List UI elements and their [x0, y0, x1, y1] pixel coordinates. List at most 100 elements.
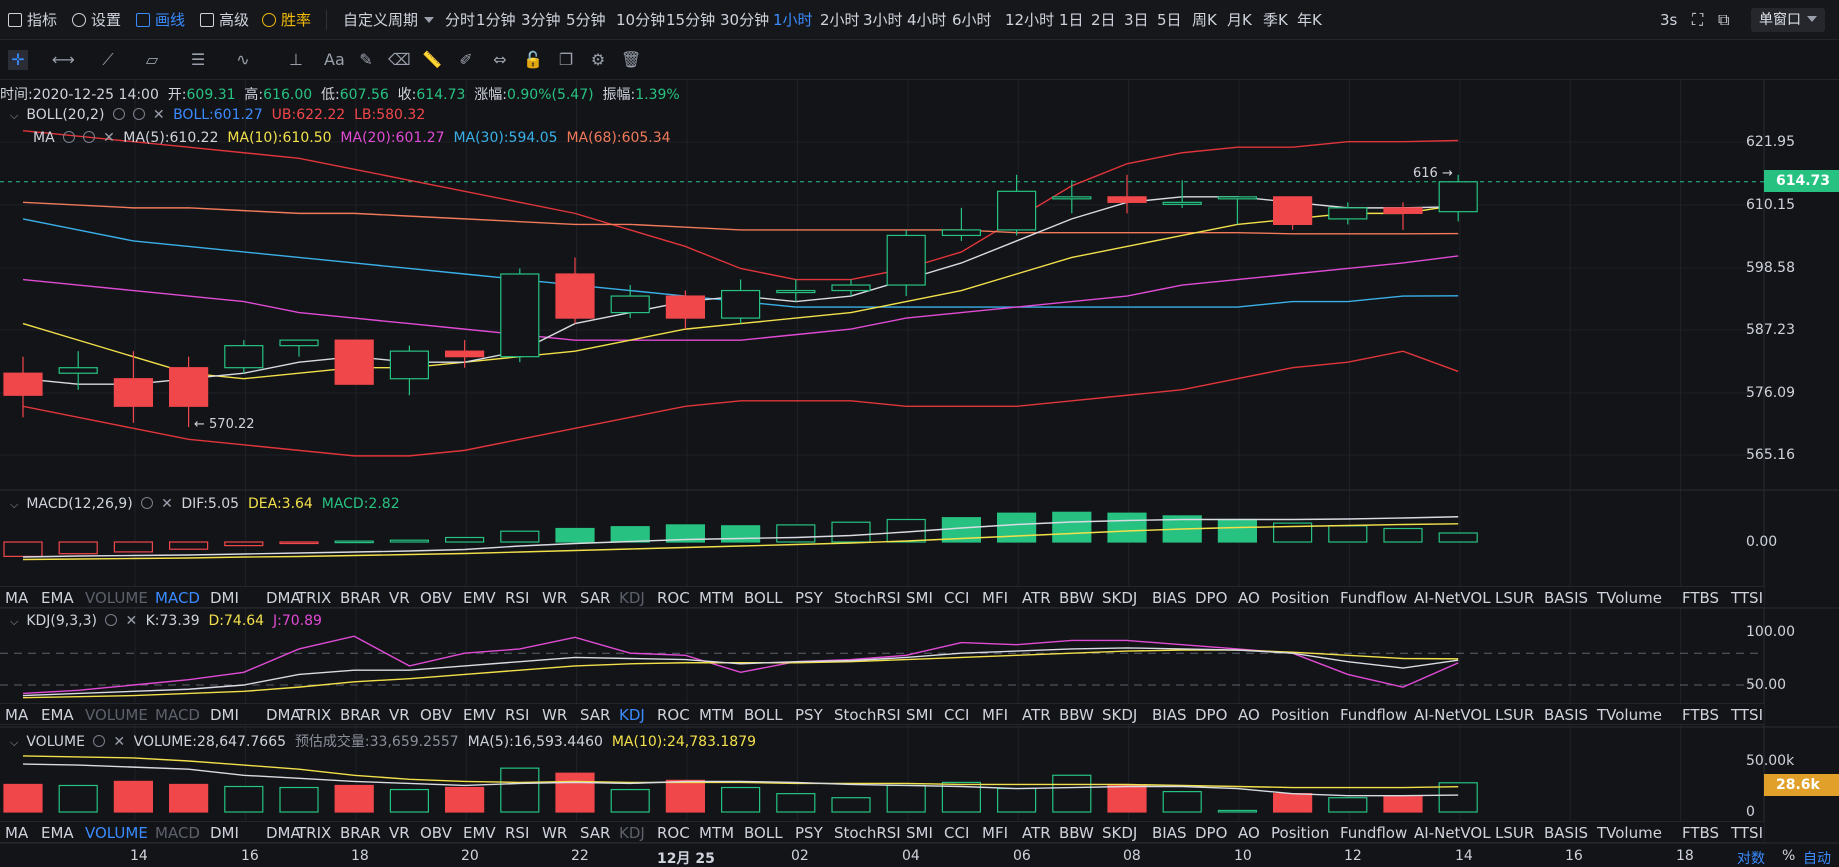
indicator-tab-psy[interactable]: PSY: [795, 589, 823, 607]
indicator-tab-volume[interactable]: VOLUME: [85, 824, 148, 842]
indicator-tab-dpo[interactable]: DPO: [1195, 589, 1228, 607]
indicator-tab-brar[interactable]: BRAR: [340, 706, 381, 724]
indicator-tab-ai-netvol[interactable]: AI-NetVOL: [1414, 824, 1491, 842]
indicator-tab-ai-netvol[interactable]: AI-NetVOL: [1414, 589, 1491, 607]
indicator-tab-brar[interactable]: BRAR: [340, 589, 381, 607]
indicator-tab-ftbs[interactable]: FTBS: [1682, 706, 1720, 724]
indicator-tab-boll[interactable]: BOLL: [744, 824, 783, 842]
indicator-tab-obv[interactable]: OBV: [420, 589, 452, 607]
indicator-tab-bias[interactable]: BIAS: [1152, 706, 1187, 724]
indicator-tab-volume[interactable]: VOLUME: [85, 589, 148, 607]
brush-icon[interactable]: ✎: [359, 50, 373, 69]
indicator-tab-wr[interactable]: WR: [542, 589, 568, 607]
indicator-tab-psy[interactable]: PSY: [795, 706, 823, 724]
indicator-tab-ema[interactable]: EMA: [41, 824, 74, 842]
popout-icon[interactable]: ⧉: [1718, 10, 1730, 29]
percent-scale-button[interactable]: %: [1782, 848, 1796, 864]
gear-icon[interactable]: [83, 131, 96, 143]
indicator-tab-emv[interactable]: EMV: [463, 824, 496, 842]
indicator-tab-macd[interactable]: MACD: [155, 589, 200, 607]
indicator-tab-rsi[interactable]: RSI: [505, 589, 530, 607]
indicator-tab-mfi[interactable]: MFI: [982, 824, 1008, 842]
indicator-tab-ema[interactable]: EMA: [41, 706, 74, 724]
eraser-icon[interactable]: ⌫: [388, 50, 411, 69]
indicator-tab-cci[interactable]: CCI: [944, 589, 970, 607]
indicator-tab-wr[interactable]: WR: [542, 824, 568, 842]
eye-icon[interactable]: [112, 108, 125, 120]
period-2[interactable]: 3分钟: [521, 11, 561, 29]
indicator-tab-mfi[interactable]: MFI: [982, 589, 1008, 607]
indicator-tab-dma[interactable]: DMA: [266, 706, 301, 724]
indicator-tab-fundflow[interactable]: Fundflow: [1340, 589, 1408, 607]
chevron-down-icon[interactable]: ⌵: [10, 736, 19, 749]
close-icon[interactable]: ✕: [161, 496, 173, 512]
indicator-tab-ao[interactable]: AO: [1238, 706, 1260, 724]
indicator-tab-kdj[interactable]: KDJ: [619, 589, 645, 607]
indicator-tab-skdj[interactable]: SKDJ: [1102, 589, 1138, 607]
indicator-tab-sar[interactable]: SAR: [580, 824, 611, 842]
period-15[interactable]: 3日: [1124, 11, 1149, 29]
ruler-icon[interactable]: 📏: [422, 50, 442, 69]
indicator-tab-lsur[interactable]: LSUR: [1495, 706, 1535, 724]
indicator-tab-cci[interactable]: CCI: [944, 706, 970, 724]
period-11[interactable]: 6小时: [952, 11, 992, 29]
indicator-tab-skdj[interactable]: SKDJ: [1102, 706, 1138, 724]
indicator-tab-stochrsi[interactable]: StochRSI: [834, 706, 901, 724]
indicator-tab-mtm[interactable]: MTM: [699, 706, 735, 724]
period-3[interactable]: 5分钟: [566, 11, 606, 29]
indicator-tab-ao[interactable]: AO: [1238, 824, 1260, 842]
trend-line-icon[interactable]: ⟋: [102, 50, 114, 69]
indicator-tab-vr[interactable]: VR: [389, 824, 410, 842]
indicator-tab-atr[interactable]: ATR: [1022, 706, 1051, 724]
period-4[interactable]: 10分钟: [616, 11, 666, 29]
indicator-tab-volume[interactable]: VOLUME: [85, 706, 148, 724]
indicator-tab-stochrsi[interactable]: StochRSI: [834, 824, 901, 842]
period-5[interactable]: 15分钟: [666, 11, 716, 29]
indicator-tab-mfi[interactable]: MFI: [982, 706, 1008, 724]
indicator-tab-bbw[interactable]: BBW: [1059, 706, 1094, 724]
window-mode-select[interactable]: 单窗口: [1751, 8, 1825, 32]
indicator-tab-trix[interactable]: TRIX: [297, 706, 332, 724]
indicator-tab-ao[interactable]: AO: [1238, 589, 1260, 607]
indicator-tab-basis[interactable]: BASIS: [1544, 824, 1589, 842]
custom-period-select[interactable]: 自定义周期: [343, 0, 435, 40]
lock-icon[interactable]: 🔓: [523, 50, 543, 69]
period-18[interactable]: 月K: [1227, 11, 1252, 29]
indicator-tab-roc[interactable]: ROC: [657, 824, 690, 842]
indicator-tab-position[interactable]: Position: [1271, 706, 1330, 724]
indicator-tab-atr[interactable]: ATR: [1022, 824, 1051, 842]
draw-line-button[interactable]: 画线: [136, 0, 185, 40]
indicator-tab-dpo[interactable]: DPO: [1195, 706, 1228, 724]
refresh-interval[interactable]: 3s: [1660, 11, 1678, 29]
indicator-tab-trix[interactable]: TRIX: [297, 589, 332, 607]
period-0[interactable]: 分时: [445, 11, 476, 29]
gear-icon[interactable]: [93, 735, 106, 747]
period-7[interactable]: 1小时: [773, 11, 813, 29]
period-17[interactable]: 周K: [1192, 11, 1217, 29]
indicator-tab-emv[interactable]: EMV: [463, 589, 496, 607]
indicator-tab-obv[interactable]: OBV: [420, 824, 452, 842]
indicator-tab-ma[interactable]: MA: [5, 706, 29, 724]
indicator-tab-lsur[interactable]: LSUR: [1495, 824, 1535, 842]
indicator-tab-tvolume[interactable]: TVolume: [1597, 824, 1662, 842]
chevron-down-icon[interactable]: ⌵: [10, 109, 19, 122]
indicator-tab-dma[interactable]: DMA: [266, 589, 301, 607]
period-6[interactable]: 30分钟: [720, 11, 770, 29]
period-16[interactable]: 5日: [1157, 11, 1182, 29]
period-8[interactable]: 2小时: [820, 11, 860, 29]
indicator-tab-tvolume[interactable]: TVolume: [1597, 706, 1662, 724]
indicator-tab-basis[interactable]: BASIS: [1544, 589, 1589, 607]
wave-icon[interactable]: ∿: [236, 50, 250, 69]
advanced-button[interactable]: 高级: [200, 0, 249, 40]
indicator-tab-position[interactable]: Position: [1271, 589, 1330, 607]
period-13[interactable]: 1日: [1059, 11, 1084, 29]
indicator-tab-fundflow[interactable]: Fundflow: [1340, 706, 1408, 724]
indicator-tab-rsi[interactable]: RSI: [505, 706, 530, 724]
indicator-tab-mtm[interactable]: MTM: [699, 824, 735, 842]
indicator-tab-dma[interactable]: DMA: [266, 824, 301, 842]
period-1[interactable]: 1分钟: [476, 11, 516, 29]
chevron-down-icon[interactable]: ⌵: [10, 615, 19, 628]
indicator-tab-ttsi[interactable]: TTSI: [1731, 589, 1764, 607]
fullscreen-icon[interactable]: ⛶: [1692, 10, 1704, 29]
